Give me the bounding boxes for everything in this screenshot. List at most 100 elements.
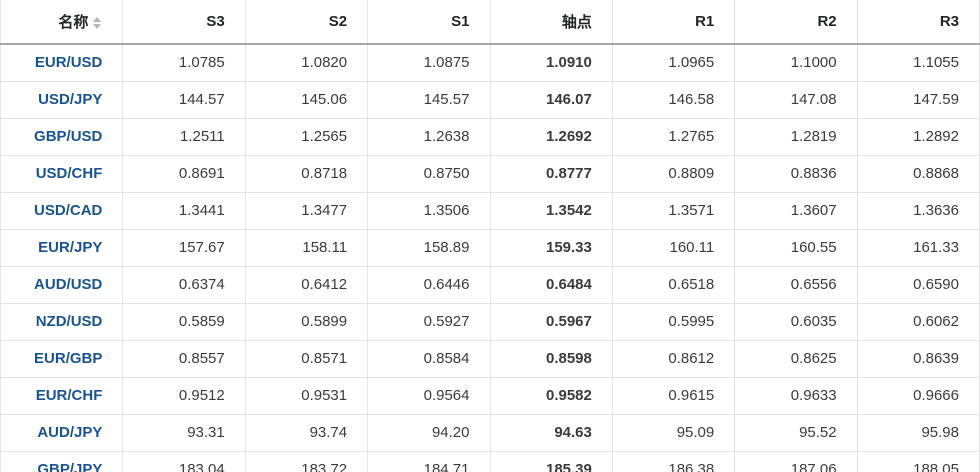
cell-pair-name: GBP/USD [0, 118, 123, 156]
cell-s2: 158.11 [244, 229, 368, 267]
table-row: NZD/USD 0.5859 0.5899 0.5927 0.5967 0.5995 0.6… [0, 303, 980, 341]
column-header-s3[interactable]: S3 [122, 0, 246, 45]
cell-r3: 1.3636 [856, 192, 980, 230]
cell-s1: 145.57 [367, 81, 490, 119]
currency-pair-link[interactable]: USD/JPY [38, 91, 103, 108]
cell-s1: 158.89 [367, 229, 490, 267]
column-header-s2[interactable]: S2 [244, 0, 368, 45]
currency-pair-link[interactable]: EUR/USD [34, 54, 103, 71]
table-row: EUR/CHF 0.9512 0.9531 0.9564 0.9582 0.9615 0.9… [0, 377, 980, 415]
cell-s3: 1.2511 [122, 118, 246, 156]
cell-r3: 147.59 [856, 81, 980, 119]
cell-s2: 1.3477 [244, 192, 368, 230]
table-row: USD/JPY 144.57 145.06 145.57 146.07 146.58 147… [0, 81, 980, 119]
cell-r3: 0.9666 [856, 377, 980, 415]
currency-pair-link[interactable]: EUR/GBP [34, 350, 103, 367]
cell-r1: 146.58 [611, 81, 735, 119]
column-header-r1[interactable]: R1 [611, 0, 735, 45]
cell-s1: 0.8750 [367, 155, 490, 193]
cell-s2: 0.8571 [244, 340, 368, 378]
currency-pair-link[interactable]: AUD/USD [34, 276, 103, 293]
cell-s3: 0.9512 [122, 377, 246, 415]
cell-r1: 0.6518 [611, 266, 735, 304]
sort-updown-icon[interactable] [93, 16, 102, 30]
cell-pivot: 185.39 [489, 451, 613, 472]
column-header-name[interactable]: 名称 [0, 0, 123, 45]
cell-r3: 0.6062 [856, 303, 980, 341]
cell-r2: 1.3607 [734, 192, 858, 230]
cell-pair-name: NZD/USD [0, 303, 123, 341]
currency-pair-link[interactable]: NZD/USD [35, 313, 103, 330]
column-header-r2[interactable]: R2 [734, 0, 858, 45]
cell-pivot: 94.63 [489, 414, 613, 452]
cell-r2: 0.8625 [734, 340, 858, 378]
currency-pair-link[interactable]: USD/CHF [35, 165, 103, 182]
cell-pivot: 1.0910 [489, 44, 613, 82]
cell-pair-name: EUR/CHF [0, 377, 123, 415]
cell-s3: 1.3441 [122, 192, 246, 230]
cell-s3: 144.57 [122, 81, 246, 119]
cell-pair-name: GBP/JPY [0, 451, 123, 472]
cell-s3: 0.5859 [122, 303, 246, 341]
column-header-name-label: 名称 [58, 14, 89, 31]
currency-pair-link[interactable]: GBP/JPY [37, 461, 103, 472]
cell-pivot: 1.3542 [489, 192, 613, 230]
table-header: 名称 S3 S2 S1 轴点 R1 R2 R3 [0, 0, 980, 45]
cell-s2: 0.6412 [244, 266, 368, 304]
cell-r1: 0.9615 [611, 377, 735, 415]
cell-r2: 1.1000 [734, 44, 858, 82]
cell-pivot: 159.33 [489, 229, 613, 267]
cell-r1: 0.8612 [611, 340, 735, 378]
cell-r2: 0.6035 [734, 303, 858, 341]
cell-pair-name: EUR/JPY [0, 229, 123, 267]
cell-r3: 95.98 [856, 414, 980, 452]
cell-s1: 184.71 [367, 451, 490, 472]
cell-s2: 0.8718 [244, 155, 368, 193]
cell-r3: 161.33 [856, 229, 980, 267]
cell-pair-name: AUD/USD [0, 266, 123, 304]
cell-s1: 0.5927 [367, 303, 490, 341]
cell-s3: 93.31 [122, 414, 246, 452]
cell-s3: 0.6374 [122, 266, 246, 304]
cell-r1: 160.11 [611, 229, 735, 267]
table-row: EUR/GBP 0.8557 0.8571 0.8584 0.8598 0.8612 0.8… [0, 340, 980, 378]
cell-pivot: 0.8598 [489, 340, 613, 378]
table-body: EUR/USD 1.0785 1.0820 1.0875 1.0910 1.0965 1.1… [0, 44, 980, 472]
table-row: GBP/JPY 183.04 183.72 184.71 185.39 186.38 187… [0, 451, 980, 472]
cell-r2: 1.2819 [734, 118, 858, 156]
cell-r3: 1.2892 [856, 118, 980, 156]
cell-pair-name: EUR/GBP [0, 340, 123, 378]
cell-r3: 1.1055 [856, 44, 980, 82]
currency-pair-link[interactable]: GBP/USD [34, 128, 103, 145]
currency-pair-link[interactable]: EUR/CHF [35, 387, 103, 404]
currency-pair-link[interactable]: EUR/JPY [38, 239, 103, 256]
currency-pair-link[interactable]: USD/CAD [34, 202, 103, 219]
column-header-r3[interactable]: R3 [856, 0, 980, 45]
cell-s2: 145.06 [244, 81, 368, 119]
column-header-s1[interactable]: S1 [367, 0, 490, 45]
cell-s2: 1.2565 [244, 118, 368, 156]
cell-s1: 0.6446 [367, 266, 490, 304]
cell-pivot: 0.9582 [489, 377, 613, 415]
cell-pair-name: EUR/USD [0, 44, 123, 82]
cell-pivot: 0.5967 [489, 303, 613, 341]
currency-pair-link[interactable]: AUD/JPY [37, 424, 103, 441]
cell-s3: 0.8691 [122, 155, 246, 193]
table-row: AUD/JPY 93.31 93.74 94.20 94.63 95.09 95.52 95.… [0, 414, 980, 452]
cell-r1: 186.38 [611, 451, 735, 472]
column-header-pivot[interactable]: 轴点 [489, 0, 613, 45]
cell-pair-name: AUD/JPY [0, 414, 123, 452]
cell-r2: 160.55 [734, 229, 858, 267]
table-row: USD/CAD 1.3441 1.3477 1.3506 1.3542 1.3571 1.3… [0, 192, 980, 230]
cell-s3: 0.8557 [122, 340, 246, 378]
table-row: USD/CHF 0.8691 0.8718 0.8750 0.8777 0.8809 0.8… [0, 155, 980, 193]
table-row: EUR/JPY 157.67 158.11 158.89 159.33 160.11 160… [0, 229, 980, 267]
cell-r3: 0.6590 [856, 266, 980, 304]
cell-s2: 1.0820 [244, 44, 368, 82]
cell-pair-name: USD/CHF [0, 155, 123, 193]
cell-r3: 188.05 [856, 451, 980, 472]
cell-pair-name: USD/CAD [0, 192, 123, 230]
cell-r2: 0.9633 [734, 377, 858, 415]
